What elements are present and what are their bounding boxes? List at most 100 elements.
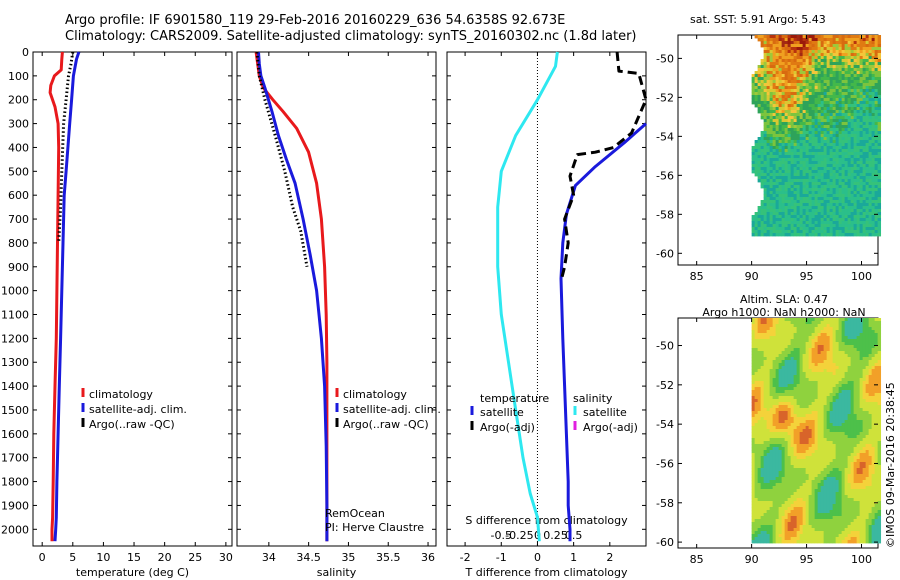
difference-series-temperature-satellite xyxy=(559,122,647,542)
depth-tick-label: 100 xyxy=(8,70,29,83)
depth-tick-label: 1000 xyxy=(1,285,29,298)
sst-map-xtick-label: 100 xyxy=(851,270,872,283)
salinity-xtick-label: 35.5 xyxy=(376,551,401,564)
legend-header-salinity: salinity xyxy=(573,392,613,405)
sdiff-axis-label: S difference from climatology xyxy=(465,514,628,527)
depth-tick-label: 700 xyxy=(8,213,29,226)
depth-tick-label: 0 xyxy=(22,46,29,59)
difference-xtick-label: -2 xyxy=(460,551,471,564)
difference-xtick-label: -1 xyxy=(496,551,507,564)
sst-map-xtick-label: 85 xyxy=(690,270,704,283)
legend-label: Argo(..raw -QC) xyxy=(343,418,429,431)
sst-map-xtick-label: 95 xyxy=(800,270,814,283)
salinity-xtick-label: 34.5 xyxy=(296,551,321,564)
sla-map-field xyxy=(751,318,882,544)
temperature-xtick-label: 15 xyxy=(127,551,141,564)
temperature-series-climatology xyxy=(48,51,64,542)
difference-frame xyxy=(446,51,647,547)
salinity-series-argo-raw-qc- xyxy=(255,51,309,268)
temperature-series-argo-raw-qc- xyxy=(57,51,75,243)
depth-tick-label: 400 xyxy=(8,141,29,154)
sdiff-tick-label: 0.25 xyxy=(543,529,568,542)
temperature-xtick-label: 10 xyxy=(96,551,110,564)
sst-map-title: sat. SST: 5.91 Argo: 5.43 xyxy=(690,13,826,26)
depth-tick-label: 500 xyxy=(8,165,29,178)
depth-tick-label: 1100 xyxy=(1,309,29,322)
temperature-xtick-label: 25 xyxy=(188,551,202,564)
difference-xtick-label: 2 xyxy=(606,551,613,564)
legend-label: Argo(-adj) xyxy=(480,421,535,434)
sst-map-field xyxy=(751,35,882,237)
depth-tick-label: 1900 xyxy=(1,499,29,512)
salinity-xtick-label: 34 xyxy=(262,551,276,564)
difference-xlabel: T difference from climatology xyxy=(465,566,628,579)
sst-map-xtick-label: 90 xyxy=(745,270,759,283)
salinity-xtick-label: 36 xyxy=(421,551,435,564)
sla-map-xtick-label: 85 xyxy=(690,553,704,566)
depth-tick-label: 1700 xyxy=(1,452,29,465)
sst-map-ytick-label: -58 xyxy=(656,208,674,221)
legend-label: satellite-adj. clim. xyxy=(343,403,441,416)
sla-map-title: Altim. SLA: 0.47 xyxy=(739,293,829,306)
legend-label: climatology xyxy=(89,388,153,401)
depth-tick-label: 200 xyxy=(8,94,29,107)
sla-map-xtick-label: 90 xyxy=(745,553,759,566)
float-project-label: RemOcean xyxy=(325,507,385,520)
sla-map-ytick-label: -60 xyxy=(656,536,674,549)
sla-map-xtick-label: 95 xyxy=(800,553,814,566)
depth-tick-label: 600 xyxy=(8,189,29,202)
depth-tick-label: 800 xyxy=(8,237,29,250)
depth-tick-label: 1400 xyxy=(1,380,29,393)
difference-xtick-label: 1 xyxy=(570,551,577,564)
legend-label: Argo(-adj) xyxy=(583,421,638,434)
depth-tick-label: 1200 xyxy=(1,332,29,345)
float-pi-label: PI: Herve Claustre xyxy=(325,521,424,534)
salinity-series-climatology xyxy=(254,51,329,542)
sla-map-subtitle: Argo h1000: NaN h2000: NaN xyxy=(702,306,866,319)
climatology-title: Climatology: CARS2009. Satellite-adjuste… xyxy=(65,29,637,44)
sst-map-ytick-label: -52 xyxy=(656,91,674,104)
depth-tick-label: 1600 xyxy=(1,428,29,441)
sdiff-tick-label: 0.5 xyxy=(565,529,583,542)
legend-header-temperature: temperature xyxy=(480,392,549,405)
sst-map-ytick-label: -56 xyxy=(656,169,674,182)
temperature-xtick-label: 0 xyxy=(39,551,46,564)
salinity-series-satellite-adj-clim- xyxy=(257,51,329,542)
legend-label: satellite-adj. clim. xyxy=(89,403,187,416)
sst-map-ytick-label: -54 xyxy=(656,130,674,143)
temperature-xlabel: temperature (deg C) xyxy=(76,566,189,579)
legend-label: climatology xyxy=(343,388,407,401)
sla-map-xtick-label: 100 xyxy=(851,553,872,566)
temperature-frame xyxy=(32,51,233,547)
difference-series-temperature-argo-adj- xyxy=(559,51,648,282)
depth-tick-label: 1500 xyxy=(1,404,29,417)
legend-label: satellite xyxy=(480,406,524,419)
sst-map-ytick-label: -60 xyxy=(656,247,674,260)
difference-xtick-label: 0 xyxy=(534,551,541,564)
profile-title: Argo profile: IF 6901580_119 29-Feb-2016… xyxy=(65,13,566,28)
sla-map-ytick-label: -50 xyxy=(656,340,674,353)
salinity-xtick-label: 35 xyxy=(341,551,355,564)
sla-map-ytick-label: -56 xyxy=(656,457,674,470)
sst-map-ytick-label: -50 xyxy=(656,52,674,65)
sla-map-ytick-label: -52 xyxy=(656,379,674,392)
depth-tick-label: 900 xyxy=(8,261,29,274)
depth-tick-label: 1300 xyxy=(1,356,29,369)
sla-map-ytick-label: -58 xyxy=(656,497,674,510)
sdiff-tick-label: -0.25 xyxy=(505,529,533,542)
legend-label: Argo(..raw -QC) xyxy=(89,418,175,431)
sla-map-ytick-label: -54 xyxy=(656,418,674,431)
depth-tick-label: 2000 xyxy=(1,523,29,536)
depth-tick-label: 1800 xyxy=(1,476,29,489)
temperature-series-satellite-adj-clim- xyxy=(53,51,81,542)
temperature-xtick-label: 30 xyxy=(219,551,233,564)
sdiff-tick-label: -0.5 xyxy=(491,529,512,542)
depth-tick-label: 300 xyxy=(8,118,29,131)
difference-series-salinity-satellite xyxy=(496,51,559,542)
temperature-xtick-label: 20 xyxy=(158,551,172,564)
salinity-xlabel: salinity xyxy=(317,566,357,579)
legend-label: satellite xyxy=(583,406,627,419)
salinity-frame xyxy=(236,51,437,547)
temperature-xtick-label: 5 xyxy=(69,551,76,564)
